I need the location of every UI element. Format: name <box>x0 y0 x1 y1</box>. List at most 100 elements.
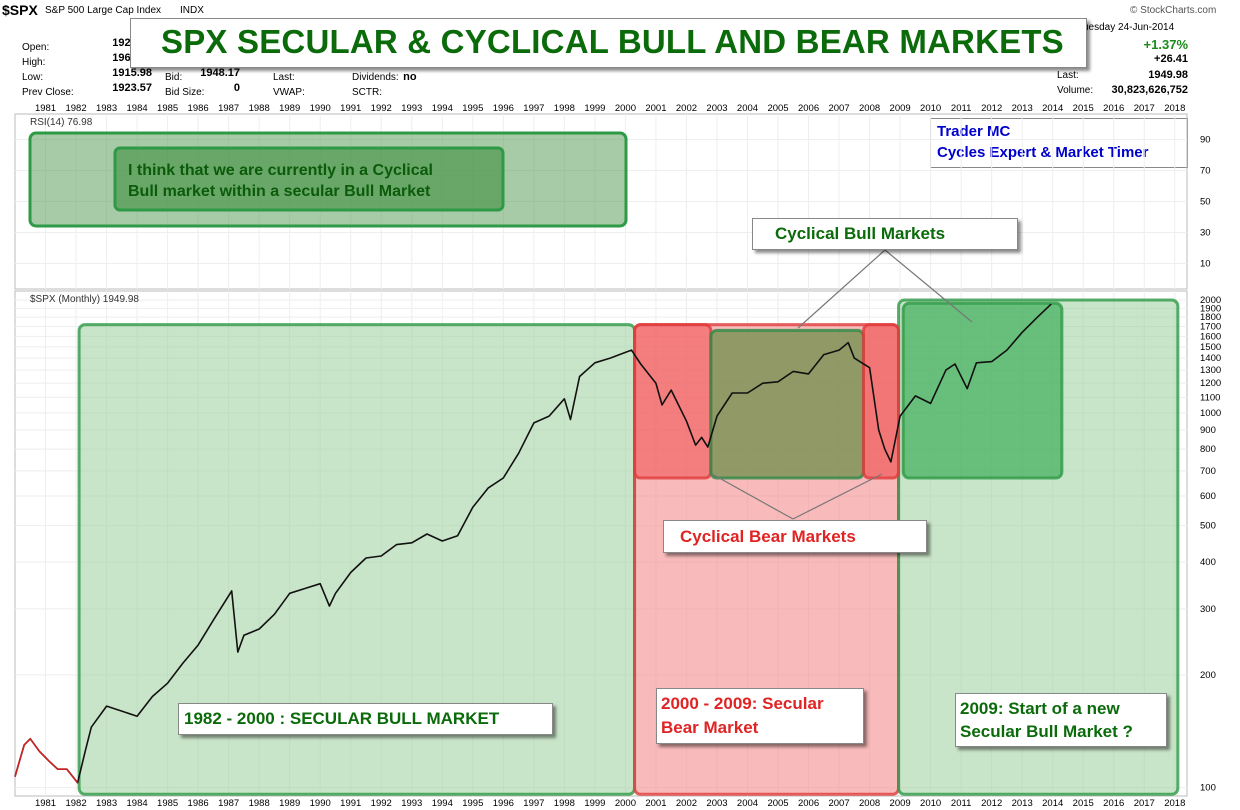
title-box: SPX SECULAR & CYCLICAL BULL AND BEAR MAR… <box>130 18 1087 68</box>
change-pct: +1.37% <box>1143 37 1188 52</box>
x-tick-label: 1989 <box>279 103 300 114</box>
x-tick-label: 2012 <box>981 798 1002 809</box>
x-axis-bottom: 1981 1982 1983 1984 1985 1986 1987 1988 1989 1990… <box>35 798 1185 809</box>
x-tick-label: 2013 <box>1012 798 1033 809</box>
rsi-tick-label: 30 <box>1200 228 1211 239</box>
y-tick-label: 1500 <box>1200 342 1221 353</box>
page-title: SPX SECULAR & CYCLICAL BULL AND BEAR MAR… <box>161 23 1064 60</box>
x-tick-label: 1994 <box>432 103 453 114</box>
volume-value: 30,823,626,752 <box>1111 84 1188 96</box>
x-tick-label: 1994 <box>432 798 453 809</box>
cyclical-bear-region-2 <box>861 323 901 480</box>
secular-bull-1-callout: 1982 - 2000 : SECULAR BULL MARKET <box>178 703 553 735</box>
x-tick-label: 2000 <box>615 103 636 114</box>
y-tick-label: 1700 <box>1200 321 1221 332</box>
y-tick-label: 2000 <box>1200 295 1221 306</box>
y-tick-label: 400 <box>1200 557 1216 568</box>
rsi-tick-label: 90 <box>1200 135 1211 146</box>
x-tick-label: 1999 <box>584 103 605 114</box>
x-tick-label: 1991 <box>340 103 361 114</box>
x-tick-label: 1989 <box>279 798 300 809</box>
x-tick-label: 1996 <box>493 103 514 114</box>
x-tick-label: 2001 <box>645 798 666 809</box>
x-tick-label: 1988 <box>249 798 270 809</box>
x-tick-label: 2008 <box>859 103 880 114</box>
x-tick-label: 2002 <box>676 798 697 809</box>
x-tick-label: 2002 <box>676 103 697 114</box>
x-tick-label: 2003 <box>706 103 727 114</box>
x-tick-label: 2014 <box>1042 798 1063 809</box>
price-y-axis: 100 200 300 400 500 600 700 800 900 1000 1100 1200 1… <box>1200 295 1221 794</box>
rsi-note-line1: I think that we are currently in a Cycli… <box>128 162 433 179</box>
x-tick-label: 2016 <box>1103 798 1124 809</box>
author-box: Trader MC Cycles Expert & Market Timer <box>930 118 1188 168</box>
x-tick-label: 1990 <box>310 798 331 809</box>
last-value: 1949.98 <box>1148 69 1188 81</box>
y-tick-label: 800 <box>1200 444 1216 455</box>
fields-mid3: Dividends: no SCTR: <box>352 71 417 98</box>
x-tick-label: 1991 <box>340 798 361 809</box>
x-tick-label: 2010 <box>920 103 941 114</box>
callout-lines <box>711 249 973 520</box>
rsi-tick-label: 10 <box>1200 259 1211 270</box>
x-tick-label: 2015 <box>1073 798 1094 809</box>
x-tick-label: 1998 <box>554 798 575 809</box>
x-tick-label: 2017 <box>1134 798 1155 809</box>
x-tick-label: 1987 <box>218 798 239 809</box>
x-tick-label: 1990 <box>310 103 331 114</box>
x-tick-label: 2009 <box>890 798 911 809</box>
x-tick-label: 2004 <box>737 103 758 114</box>
connector <box>884 249 973 323</box>
y-tick-label: 300 <box>1200 604 1216 615</box>
x-tick-label: 2015 <box>1073 103 1094 114</box>
rsi-tick-label: 70 <box>1200 166 1211 177</box>
exchange: INDX <box>180 5 204 16</box>
author-line2: Cycles Expert & Market Timer <box>937 144 1149 161</box>
x-tick-label: 2005 <box>767 103 788 114</box>
y-tick-label: 1200 <box>1200 378 1221 389</box>
price-line-early <box>14 737 79 784</box>
x-tick-label: 2016 <box>1103 103 1124 114</box>
rsi-y-axis: 90 70 50 30 10 <box>1200 135 1211 270</box>
x-tick-label: 2008 <box>859 798 880 809</box>
symbol: $SPX <box>2 2 38 18</box>
y-tick-label: 1100 <box>1200 392 1220 403</box>
x-tick-label: 1986 <box>188 103 209 114</box>
x-tick-label: 2012 <box>981 103 1002 114</box>
x-tick-label: 2006 <box>798 103 819 114</box>
x-tick-label: 2000 <box>615 798 636 809</box>
y-tick-label: 1000 <box>1200 408 1221 419</box>
x-tick-label: 1995 <box>462 103 483 114</box>
cyclical-bull-region-2 <box>901 301 1064 480</box>
x-tick-label: 1983 <box>96 798 117 809</box>
secular-bull-2-callout: 2009: Start of a new Secular Bull Market… <box>955 693 1167 747</box>
x-tick-label: 2007 <box>828 103 849 114</box>
x-tick-label: 1988 <box>249 103 270 114</box>
y-tick-label: 1400 <box>1200 353 1221 364</box>
x-tick-label: 1982 <box>65 103 86 114</box>
index-name: S&P 500 Large Cap Index <box>45 5 162 16</box>
y-tick-label: 1600 <box>1200 331 1221 342</box>
cyclical-bull-callout: Cyclical Bull Markets <box>752 218 1018 250</box>
x-tick-label: 2018 <box>1164 103 1185 114</box>
x-axis-top: 1981 1982 1983 1984 1985 1986 1987 1988 1989 1990… <box>35 103 1185 114</box>
last-label: Last: <box>1057 70 1079 81</box>
x-tick-label: 2001 <box>645 103 666 114</box>
secular-bear-callout: 2000 - 2009: Secular Bear Market <box>656 688 864 744</box>
x-tick-label: 1993 <box>401 103 422 114</box>
y-tick-label: 700 <box>1200 466 1216 477</box>
x-tick-label: 1984 <box>127 798 148 809</box>
connector <box>711 473 794 520</box>
x-tick-label: 1998 <box>554 103 575 114</box>
x-tick-label: 2004 <box>737 798 758 809</box>
regions <box>77 298 1180 796</box>
x-tick-label: 1981 <box>35 798 56 809</box>
x-tick-label: 2005 <box>767 798 788 809</box>
x-tick-label: 1985 <box>157 798 178 809</box>
x-tick-label: 1984 <box>127 103 148 114</box>
x-tick-label: 1996 <box>493 798 514 809</box>
y-tick-label: 900 <box>1200 425 1216 436</box>
y-tick-label: 100 <box>1200 783 1216 794</box>
rsi-label: RSI(14) 76.98 <box>30 117 93 128</box>
change-abs: +26.41 <box>1154 53 1188 65</box>
